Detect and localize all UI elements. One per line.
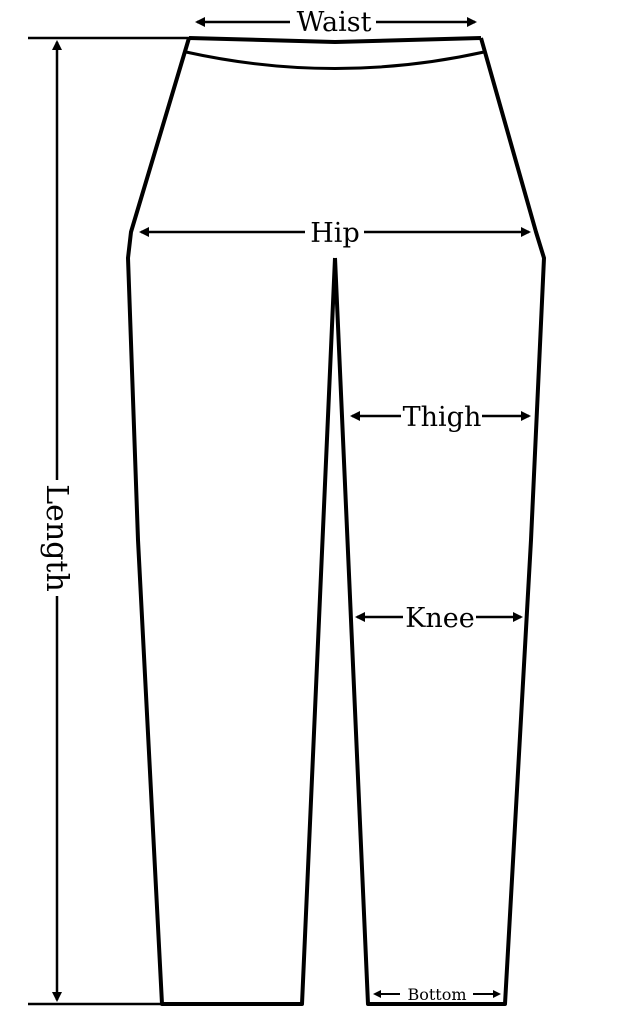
knee-measurement: Knee: [355, 603, 523, 634]
hip-measurement: Hip: [139, 218, 531, 249]
waist-label: Waist: [297, 7, 372, 38]
length-measurement: Length: [39, 40, 74, 1002]
left-leg-outer-line: [126, 37, 337, 1006]
thigh-label: Thigh: [403, 402, 482, 433]
knee-label: Knee: [405, 603, 475, 634]
bottom-label: Bottom: [407, 985, 466, 1004]
thigh-measurement: Thigh: [350, 402, 531, 433]
waistband-bottom-line: [185, 50, 485, 70]
waistband-top-line: [188, 36, 482, 44]
length-label: Length: [39, 484, 74, 592]
right-leg-outer-line: [333, 37, 546, 1006]
pants-outline: [126, 36, 546, 1006]
hip-label: Hip: [310, 218, 359, 249]
bottom-measurement: Bottom: [373, 985, 501, 1004]
waist-measurement: Waist: [195, 7, 477, 38]
